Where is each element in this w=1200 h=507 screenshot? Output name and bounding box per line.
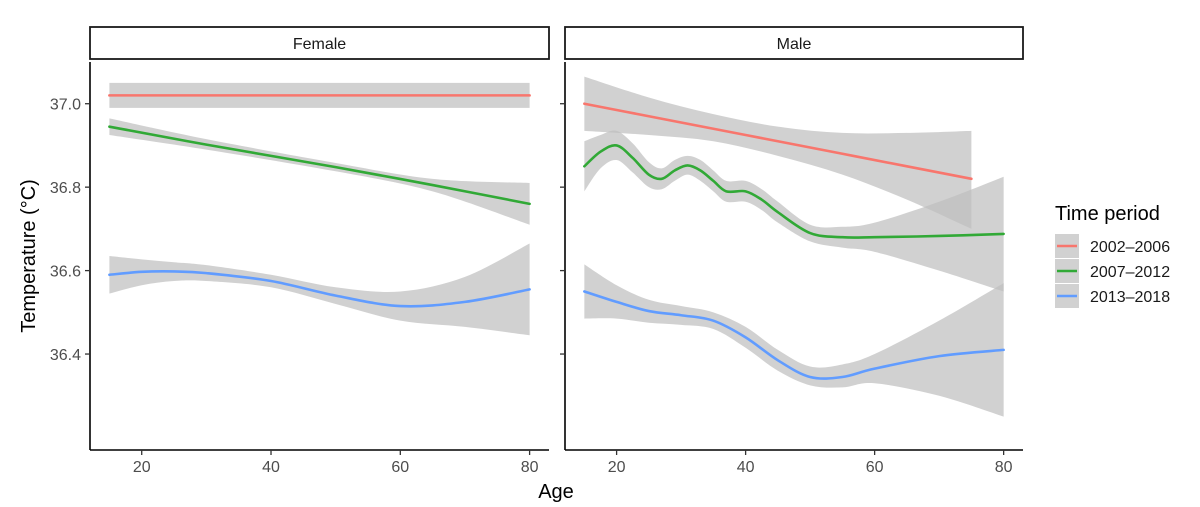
trend-line-male-3 [583,290,1005,380]
strip-male [564,26,1024,60]
x-tick-label-female-40: 40 [262,459,280,476]
y-tick-label-0: 36.4 [50,347,81,364]
y-tick-label-1: 36.6 [50,264,81,281]
ci-band-male-2 [584,130,1004,292]
legend-label-1: 2002–2006 [1090,239,1170,256]
panel-male: Male 20 40 60 80 [560,26,1024,476]
x-tick-label-male-20: 20 [608,459,626,476]
x-tick-label-female-80: 80 [521,459,539,476]
ci-band-female-2 [109,118,530,225]
strip-female [89,26,550,60]
legend-title: Time period [1055,203,1160,225]
x-axis-title: Age [538,481,574,503]
ci-band-male-1 [584,76,972,229]
x-tick-label-female-60: 60 [391,459,409,476]
x-tick-label-male-60: 60 [866,459,884,476]
x-tick-label-male-40: 40 [737,459,755,476]
ci-band-male-3 [584,264,1004,417]
y-axis-title: Temperature (°C) [18,179,40,333]
strip-label-female: Female [293,36,346,53]
panel-female: Female 20 40 60 80 36.4 36.6 36.8 37.0 [50,26,550,476]
y-tick-label-2: 36.8 [50,180,81,197]
trend-line-male-1 [583,102,973,181]
legend-label-2: 2007–2012 [1090,264,1170,281]
strip-label-male: Male [777,36,812,53]
x-tick-label-female-20: 20 [133,459,151,476]
trend-line-male-2 [583,143,1005,239]
ci-band-female-3 [109,243,530,336]
y-tick-label-3: 37.0 [50,97,81,114]
x-tick-label-male-80: 80 [995,459,1013,476]
legend: Time period 2002–2006 2007–2012 2013–2018 [1055,203,1170,308]
legend-label-3: 2013–2018 [1090,289,1170,306]
trend-line-female-2 [108,125,531,206]
trend-line-female-3 [108,270,531,308]
